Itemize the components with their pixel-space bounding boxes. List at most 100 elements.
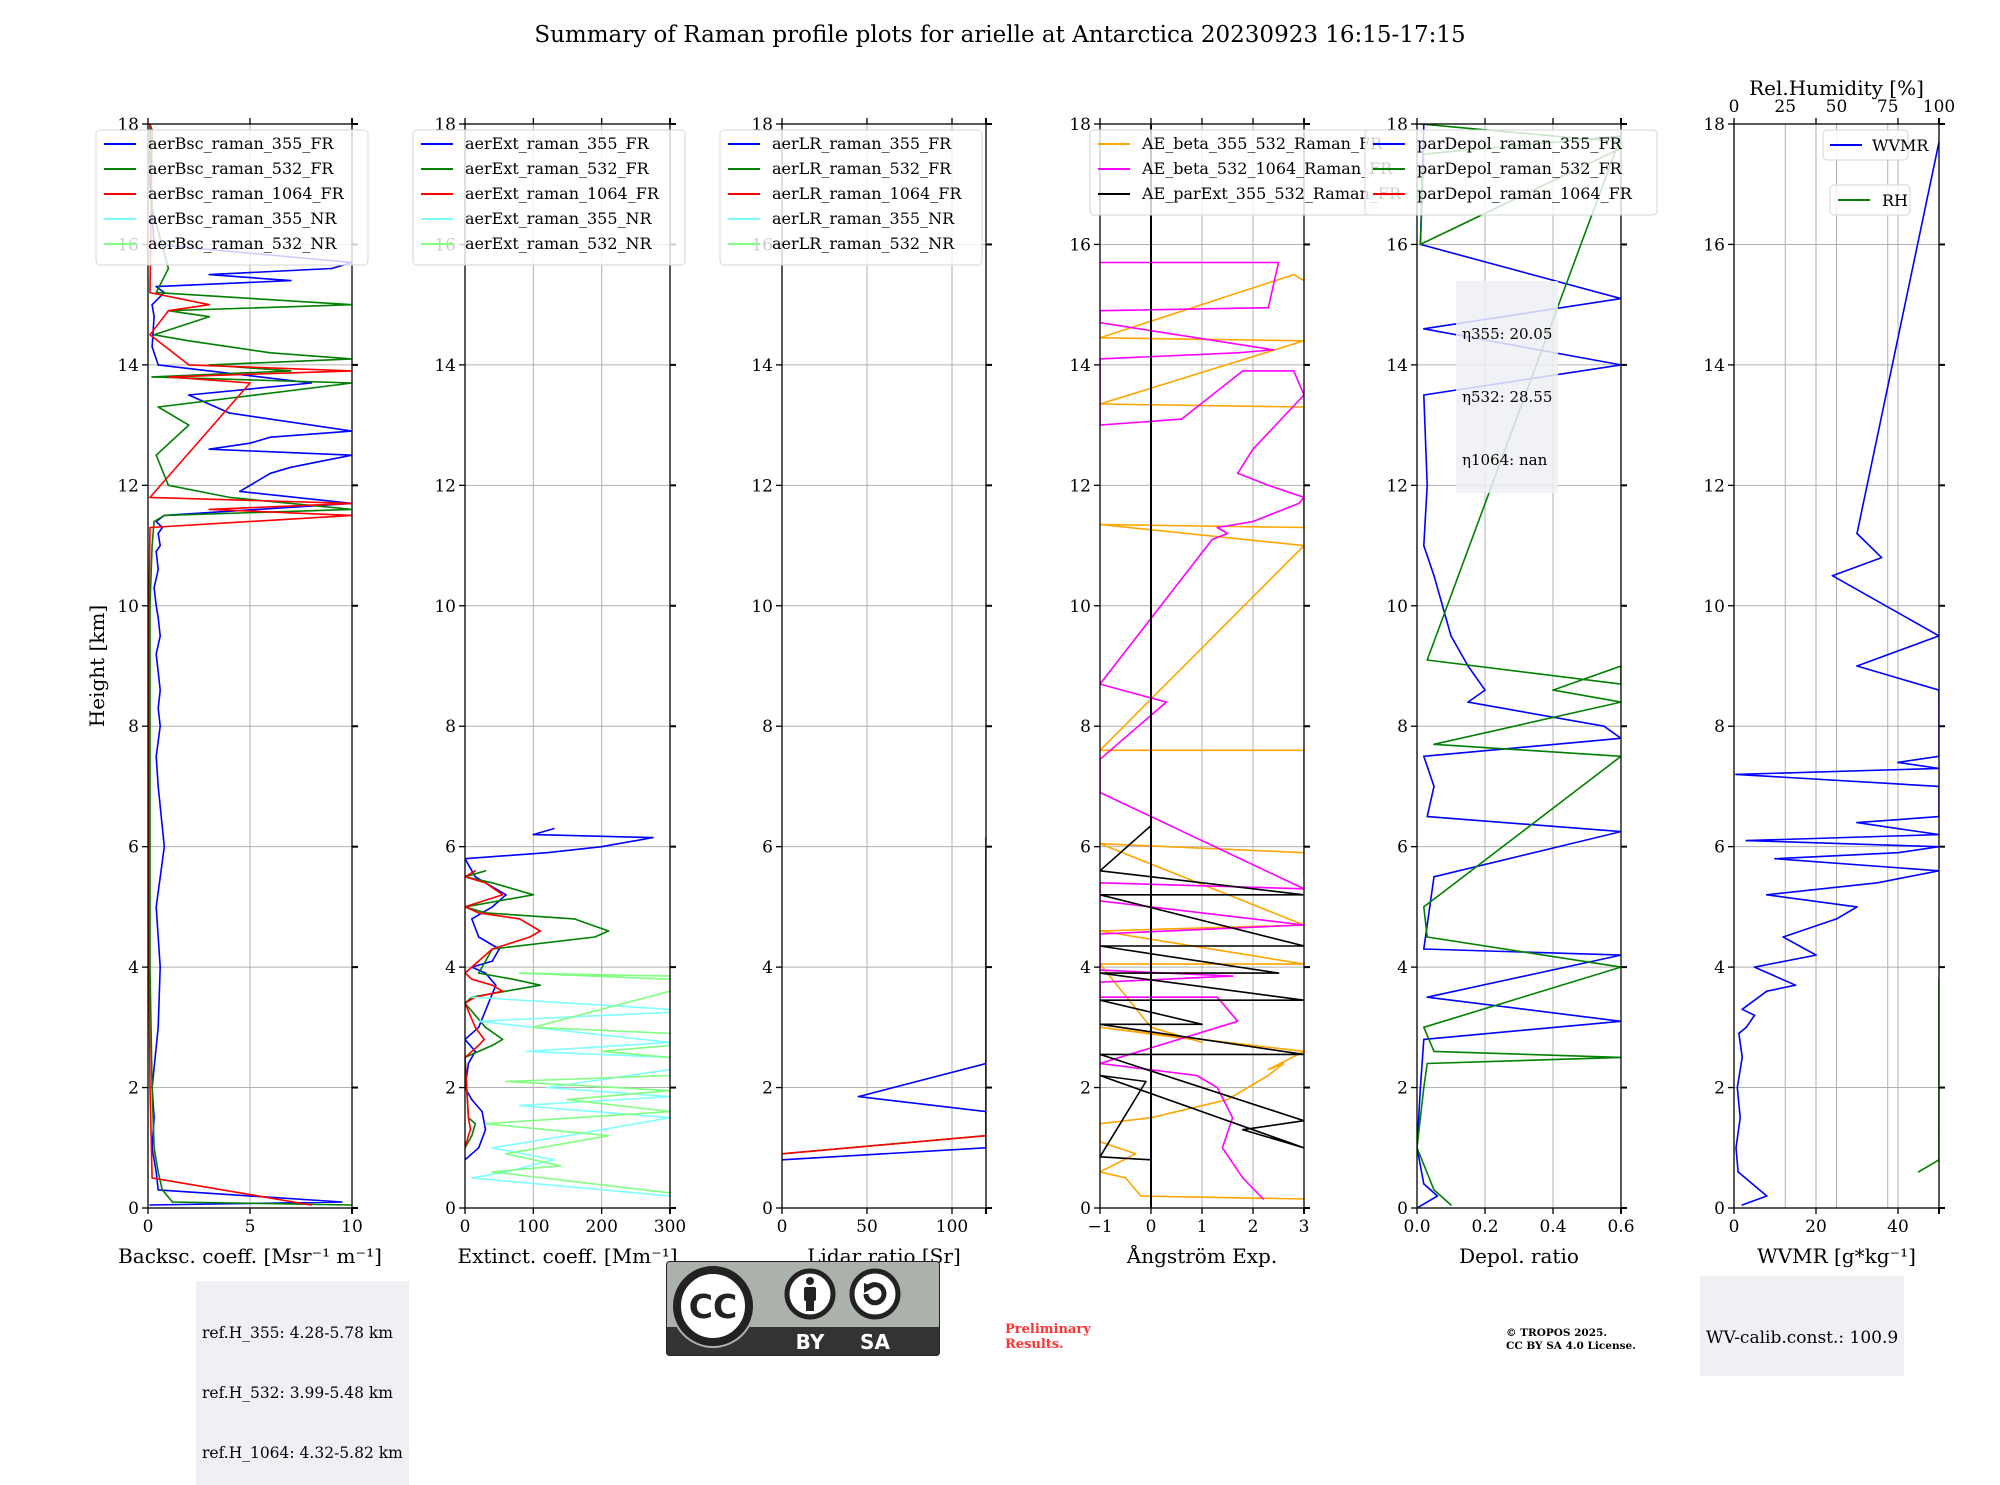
grid	[464, 123, 671, 1209]
data-point	[1252, 520, 1254, 523]
data-point	[600, 1050, 603, 1053]
data-point	[518, 1104, 521, 1107]
data-point	[1252, 448, 1254, 451]
ref-h-1064: ref.H_1064: 4.32-5.82 km	[202, 1444, 403, 1462]
x-tick-label: 20	[1805, 1217, 1827, 1237]
data-point	[594, 936, 596, 938]
x-tick-label: 0.6	[1607, 1217, 1634, 1237]
data-point	[1741, 1008, 1743, 1011]
x-tick-label: 10	[341, 1217, 363, 1237]
data-point	[208, 508, 210, 511]
data-point	[484, 882, 487, 884]
data-point	[153, 352, 155, 354]
y-tick-label: 4	[1397, 958, 1408, 978]
data-point	[505, 1080, 507, 1083]
y-tick-label: 12	[1703, 476, 1725, 496]
data-point	[1735, 773, 1737, 776]
data-point	[153, 315, 155, 318]
data-point	[477, 1146, 480, 1149]
y-tick-label: 10	[1386, 597, 1408, 617]
data-point	[149, 291, 151, 294]
data-point	[1221, 1146, 1224, 1149]
y-tick-label: 0	[128, 1199, 139, 1219]
data-point	[1267, 306, 1270, 309]
y-tick-label: 8	[128, 717, 139, 737]
data-point	[1423, 1038, 1425, 1041]
data-point	[1236, 1020, 1239, 1023]
data-point	[471, 1098, 473, 1101]
data-point	[1423, 948, 1425, 950]
data-point	[1735, 1146, 1737, 1149]
data-point	[1423, 906, 1425, 908]
data-point	[1419, 243, 1422, 246]
data-point	[566, 1134, 569, 1137]
data-point	[1293, 370, 1295, 372]
data-point	[208, 273, 210, 276]
data-point	[652, 836, 654, 839]
wv-calib-const: WV-calib.const.: 100.9	[1706, 1328, 1899, 1348]
data-point	[484, 1128, 487, 1131]
data-point	[149, 496, 151, 499]
axes-frame	[1733, 123, 1940, 1209]
data-point	[1423, 755, 1425, 758]
data-point	[1201, 1041, 1203, 1044]
y-tick-label: 2	[1397, 1079, 1408, 1099]
sa-text: SA	[860, 1330, 890, 1354]
y-tick-label: 12	[434, 476, 456, 496]
data-point	[471, 978, 473, 980]
x-axis-label: Ångström Exp.	[1126, 1243, 1277, 1268]
data-point	[155, 1171, 157, 1173]
y-tick-label: 0	[762, 1199, 773, 1219]
data-point	[501, 990, 504, 992]
y-tick-label: 16	[1386, 235, 1408, 255]
y-tick-label: 0	[1080, 1199, 1091, 1219]
data-point	[155, 604, 157, 607]
data-point	[1267, 1068, 1270, 1071]
data-point	[1917, 1171, 1920, 1173]
data-point	[167, 267, 170, 270]
x-top-tick-label: 25	[1774, 97, 1796, 117]
data-point	[1423, 394, 1425, 396]
grid	[147, 123, 353, 1209]
data-point	[1423, 544, 1425, 547]
data-point	[471, 1177, 473, 1179]
x-tick-label: −1	[1087, 1217, 1112, 1237]
y-tick-label: 0	[445, 1199, 456, 1219]
data-point	[474, 1122, 477, 1125]
wv-calibration-box: WV-calib.const.: 100.9	[1700, 1276, 1905, 1376]
legend: WVMR RH	[1822, 129, 1929, 216]
copyright-line-1: © TROPOS 2025.	[1506, 1327, 1608, 1339]
data-point	[1216, 526, 1219, 529]
data-point	[1876, 882, 1879, 884]
y-tick-label: 14	[117, 356, 139, 376]
legend-label: AE_beta_532_1064_Raman_FR	[1141, 159, 1393, 178]
data-point	[1226, 1098, 1229, 1101]
data-point	[163, 514, 166, 517]
data-point	[208, 448, 210, 451]
data-point	[1856, 906, 1858, 908]
x-axis-label: Depol. ratio	[1459, 1244, 1579, 1268]
data-point	[607, 930, 610, 932]
y-tick-label: 12	[1386, 476, 1408, 496]
y-tick-label: 10	[751, 597, 773, 617]
y-tick-label: 6	[1714, 838, 1725, 858]
data-point	[320, 460, 323, 463]
data-point	[1180, 418, 1183, 420]
data-point	[505, 990, 507, 992]
copyright-line-2: CC BY SA 4.0 License.	[1506, 1340, 1636, 1352]
eta-532: η532: 28.55	[1462, 388, 1553, 406]
y-tick-label: 8	[1080, 717, 1091, 737]
y-tick-label: 16	[1069, 235, 1091, 255]
data-point	[532, 894, 535, 896]
data-point	[151, 1086, 153, 1089]
data-point	[157, 671, 159, 673]
data-point	[518, 972, 521, 974]
y-tick-label: 14	[1386, 356, 1408, 376]
data-point	[559, 1165, 562, 1167]
x-tick-label: 0.2	[1471, 1217, 1498, 1237]
data-point	[1552, 689, 1554, 691]
x-tick-label: 2	[1248, 1217, 1259, 1237]
data-point	[155, 550, 157, 553]
legend: AE_beta_355_532_Raman_FR AE_beta_532_1064…	[1089, 129, 1424, 216]
